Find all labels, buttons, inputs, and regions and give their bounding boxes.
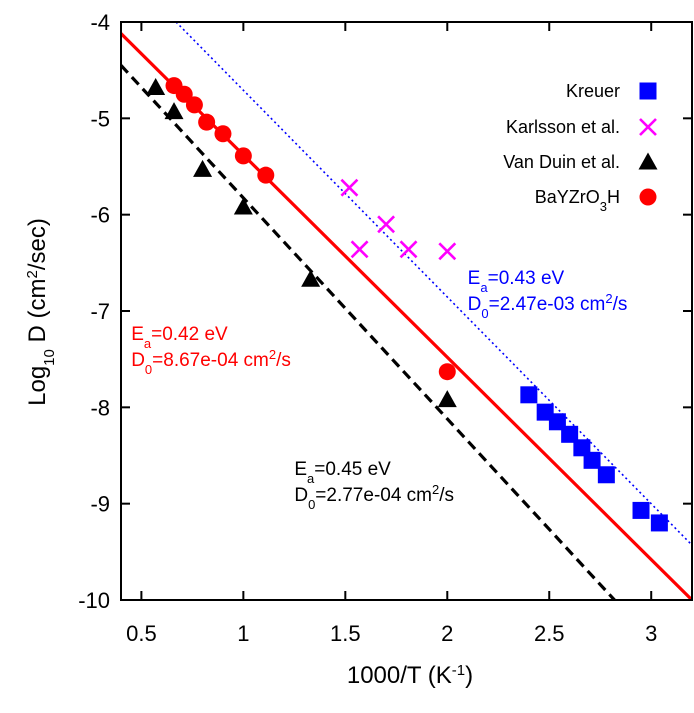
- legend-marker: [639, 82, 657, 100]
- legend-label: Karlsson et al.: [506, 117, 620, 137]
- data-point: [185, 96, 203, 114]
- data-markers: [146, 77, 668, 532]
- legend-label: Kreuer: [566, 81, 620, 101]
- fit-line-2: [121, 64, 616, 600]
- data-point: [350, 240, 369, 259]
- data-point: [175, 85, 193, 103]
- data-point: [257, 166, 275, 184]
- y-tick-label: -4: [90, 10, 110, 35]
- legend-marker: [639, 188, 657, 206]
- legend-entry-0: Kreuer: [566, 81, 657, 101]
- legend-marker: [639, 118, 657, 136]
- data-point: [164, 102, 184, 120]
- annotation-ea-2: Ea=0.45 eV: [294, 459, 391, 486]
- y-tick-label: -5: [90, 106, 110, 131]
- x-tick-label: 1: [237, 621, 249, 646]
- y-tick-label: -9: [90, 492, 110, 517]
- data-point: [597, 466, 615, 484]
- data-point: [561, 425, 579, 443]
- series-2: [146, 78, 457, 408]
- x-tick-label: 2: [441, 621, 453, 646]
- data-point: [650, 514, 668, 532]
- x-tick-label: 1.5: [330, 621, 361, 646]
- y-tick-label: -10: [78, 588, 110, 613]
- legend-marker: [638, 152, 658, 170]
- y-axis-label: Log10 D (cm2/sec): [24, 218, 58, 406]
- data-point: [340, 178, 359, 197]
- data-point: [234, 147, 252, 165]
- data-point: [520, 386, 538, 404]
- data-point: [438, 363, 456, 381]
- legend-label: Van Duin et al.: [503, 152, 620, 172]
- data-point: [301, 269, 321, 287]
- data-point: [198, 113, 216, 131]
- annotation-ea-1: Ea=0.42 eV: [131, 324, 228, 351]
- x-axis-label: 1000/T (K-1): [347, 662, 473, 690]
- annotation-ea-0: Ea=0.43 eV: [468, 268, 565, 295]
- data-point: [438, 242, 457, 261]
- legend-label: BaYZrO3H: [535, 187, 620, 214]
- data-point: [193, 159, 213, 177]
- data-point: [399, 240, 418, 259]
- legend-entry-1: Karlsson et al.: [506, 117, 657, 137]
- data-point: [214, 125, 232, 143]
- data-point: [146, 78, 166, 96]
- data-point: [437, 390, 457, 408]
- x-tick-label: 3: [645, 621, 657, 646]
- data-point: [233, 197, 253, 215]
- axes: 0.5 1 1.5 2 2.5 3 -10 -9 -8 -7 -6 -5 -4: [78, 10, 693, 646]
- annotation-d0-1: D0=8.67e-04 cm2/s: [131, 346, 291, 376]
- x-tick-label: 2.5: [534, 621, 565, 646]
- legend-entry-2: Van Duin et al.: [503, 152, 658, 172]
- data-point: [632, 501, 650, 519]
- fit-lines: [121, 22, 692, 600]
- annotation-d0-0: D0=2.47e-03 cm2/s: [468, 291, 628, 321]
- annotation-d0-2: D0=2.77e-04 cm2/s: [294, 481, 454, 511]
- data-point: [377, 215, 396, 234]
- series-0: [520, 386, 668, 532]
- series-1: [340, 178, 457, 261]
- series-3: [165, 77, 456, 381]
- legend: Kreuer Karlsson et al. Van Duin et al. BaYZ…: [503, 81, 658, 214]
- data-point: [583, 451, 601, 469]
- x-tick-label: 0.5: [126, 621, 157, 646]
- y-tick-label: -8: [90, 395, 110, 420]
- legend-entry-3: BaYZrO3H: [535, 187, 657, 214]
- y-tick-label: -6: [90, 203, 110, 228]
- y-tick-label: -7: [90, 299, 110, 324]
- fit-line-1: [121, 32, 692, 600]
